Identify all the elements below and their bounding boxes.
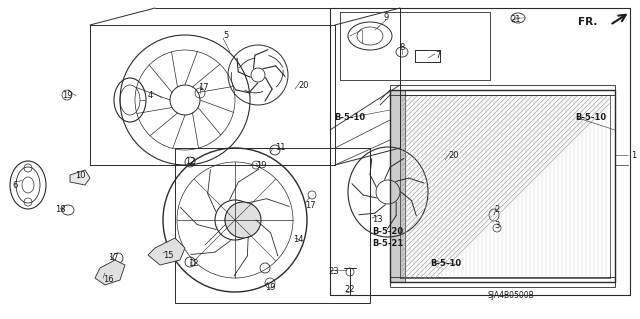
Text: 15: 15 xyxy=(163,250,173,259)
Text: 7: 7 xyxy=(435,50,440,60)
Text: SJA4B0500B: SJA4B0500B xyxy=(487,291,534,300)
Text: FR.: FR. xyxy=(578,17,597,27)
Text: 6: 6 xyxy=(12,181,17,189)
Ellipse shape xyxy=(225,202,261,238)
Polygon shape xyxy=(148,238,185,265)
Text: 3: 3 xyxy=(494,220,499,229)
Text: 17: 17 xyxy=(305,201,316,210)
Text: 9: 9 xyxy=(383,13,388,23)
Bar xyxy=(390,85,615,95)
Text: B-5-10: B-5-10 xyxy=(575,114,606,122)
Text: 8: 8 xyxy=(399,43,404,53)
Bar xyxy=(175,148,370,303)
Text: 23: 23 xyxy=(328,268,339,277)
Text: 11: 11 xyxy=(275,144,285,152)
Text: B-5-20: B-5-20 xyxy=(372,227,403,236)
Text: 5: 5 xyxy=(223,31,228,40)
Text: B-5-10: B-5-10 xyxy=(430,258,461,268)
Text: 4: 4 xyxy=(148,91,153,100)
Text: 19: 19 xyxy=(256,160,266,169)
Text: 10: 10 xyxy=(75,170,86,180)
Bar xyxy=(390,90,405,282)
Text: 19: 19 xyxy=(62,91,72,100)
Text: 2: 2 xyxy=(494,205,499,214)
Text: 21: 21 xyxy=(510,16,520,25)
Text: 20: 20 xyxy=(448,151,458,160)
Text: 12: 12 xyxy=(185,158,195,167)
Text: 1: 1 xyxy=(631,151,636,160)
Text: 19: 19 xyxy=(265,283,275,292)
Bar xyxy=(390,277,615,287)
Text: 13: 13 xyxy=(372,216,383,225)
Text: 17: 17 xyxy=(198,84,209,93)
Text: 18: 18 xyxy=(55,205,66,214)
Text: 20: 20 xyxy=(298,80,308,90)
Text: B-5-21: B-5-21 xyxy=(372,239,403,248)
Text: 22: 22 xyxy=(344,286,355,294)
Text: 16: 16 xyxy=(103,276,114,285)
Text: 17: 17 xyxy=(108,254,118,263)
Text: B-5-10: B-5-10 xyxy=(334,114,365,122)
Polygon shape xyxy=(70,170,90,185)
Text: 14: 14 xyxy=(293,235,303,244)
Text: 12: 12 xyxy=(188,258,198,268)
Polygon shape xyxy=(95,260,125,285)
